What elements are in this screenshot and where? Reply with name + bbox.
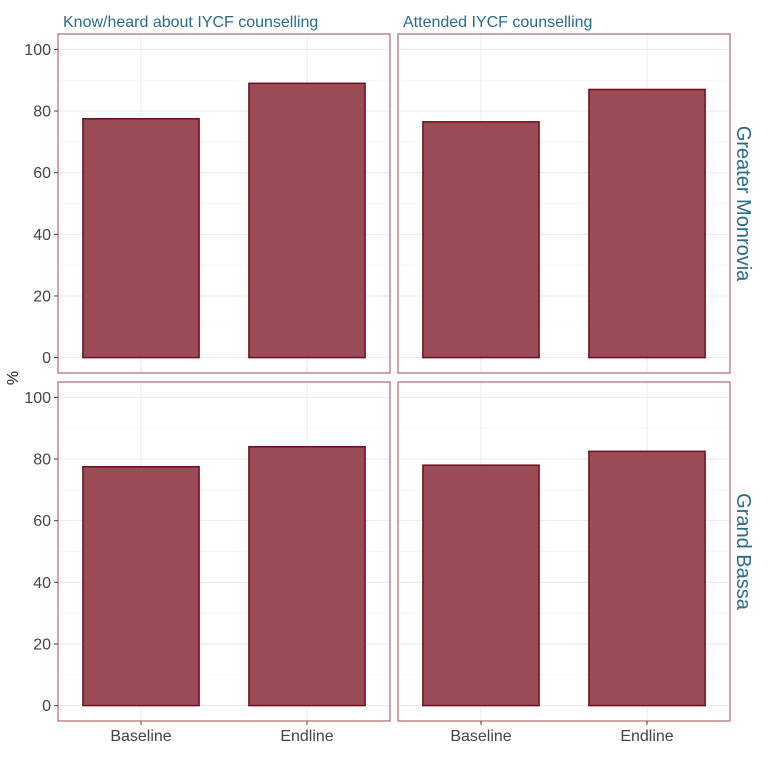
bar-endline xyxy=(248,82,366,359)
y-tick-label: 20 xyxy=(33,636,51,653)
x-axis: Baseline Endline Baseline Endline xyxy=(110,721,674,745)
row-facet-strips: Greater Monrovia Grand Bassa xyxy=(732,126,754,611)
y-tick-label: 40 xyxy=(33,227,51,244)
x-tick-label: Baseline xyxy=(450,728,511,745)
facet-panel xyxy=(397,33,731,374)
facet-panel xyxy=(57,33,391,374)
y-axes: 0 20 40 60 80 100 0 20 40 60 80 100 xyxy=(24,42,58,715)
y-tick-label: 80 xyxy=(33,104,51,121)
column-facet-strips: Know/heard about IYCF counselling Attende… xyxy=(63,14,592,31)
y-tick-label: 40 xyxy=(33,575,51,592)
bar-baseline xyxy=(82,466,200,707)
panel-border xyxy=(397,381,731,722)
y-tick-label: 0 xyxy=(42,350,51,367)
facet-panel xyxy=(397,381,731,722)
y-tick-label: 100 xyxy=(24,390,51,407)
facet-panels xyxy=(57,33,731,722)
row-facet-label: Greater Monrovia xyxy=(732,126,754,282)
facet-panel xyxy=(57,381,391,722)
y-tick-label: 80 xyxy=(33,452,51,469)
y-tick-label: 60 xyxy=(33,513,51,530)
y-tick-label: 60 xyxy=(33,165,51,182)
panel-border xyxy=(57,33,391,374)
bar-endline xyxy=(588,88,706,359)
bar-baseline xyxy=(82,118,200,359)
panel-border xyxy=(397,33,731,374)
bar-baseline xyxy=(422,121,540,359)
column-facet-label: Know/heard about IYCF counselling xyxy=(63,14,318,31)
bar-endline xyxy=(248,445,366,707)
x-tick-label: Endline xyxy=(280,728,333,745)
y-axis-title: % xyxy=(5,371,22,385)
panel-border xyxy=(57,381,391,722)
y-tick-label: 100 xyxy=(24,42,51,59)
y-tick-label: 0 xyxy=(42,698,51,715)
bar-endline xyxy=(588,450,706,707)
x-tick-label: Endline xyxy=(620,728,673,745)
column-facet-label: Attended IYCF counselling xyxy=(403,14,592,31)
x-tick-label: Baseline xyxy=(110,728,171,745)
y-tick-label: 20 xyxy=(33,288,51,305)
row-facet-label: Grand Bassa xyxy=(732,493,754,611)
bar-baseline xyxy=(422,464,540,707)
